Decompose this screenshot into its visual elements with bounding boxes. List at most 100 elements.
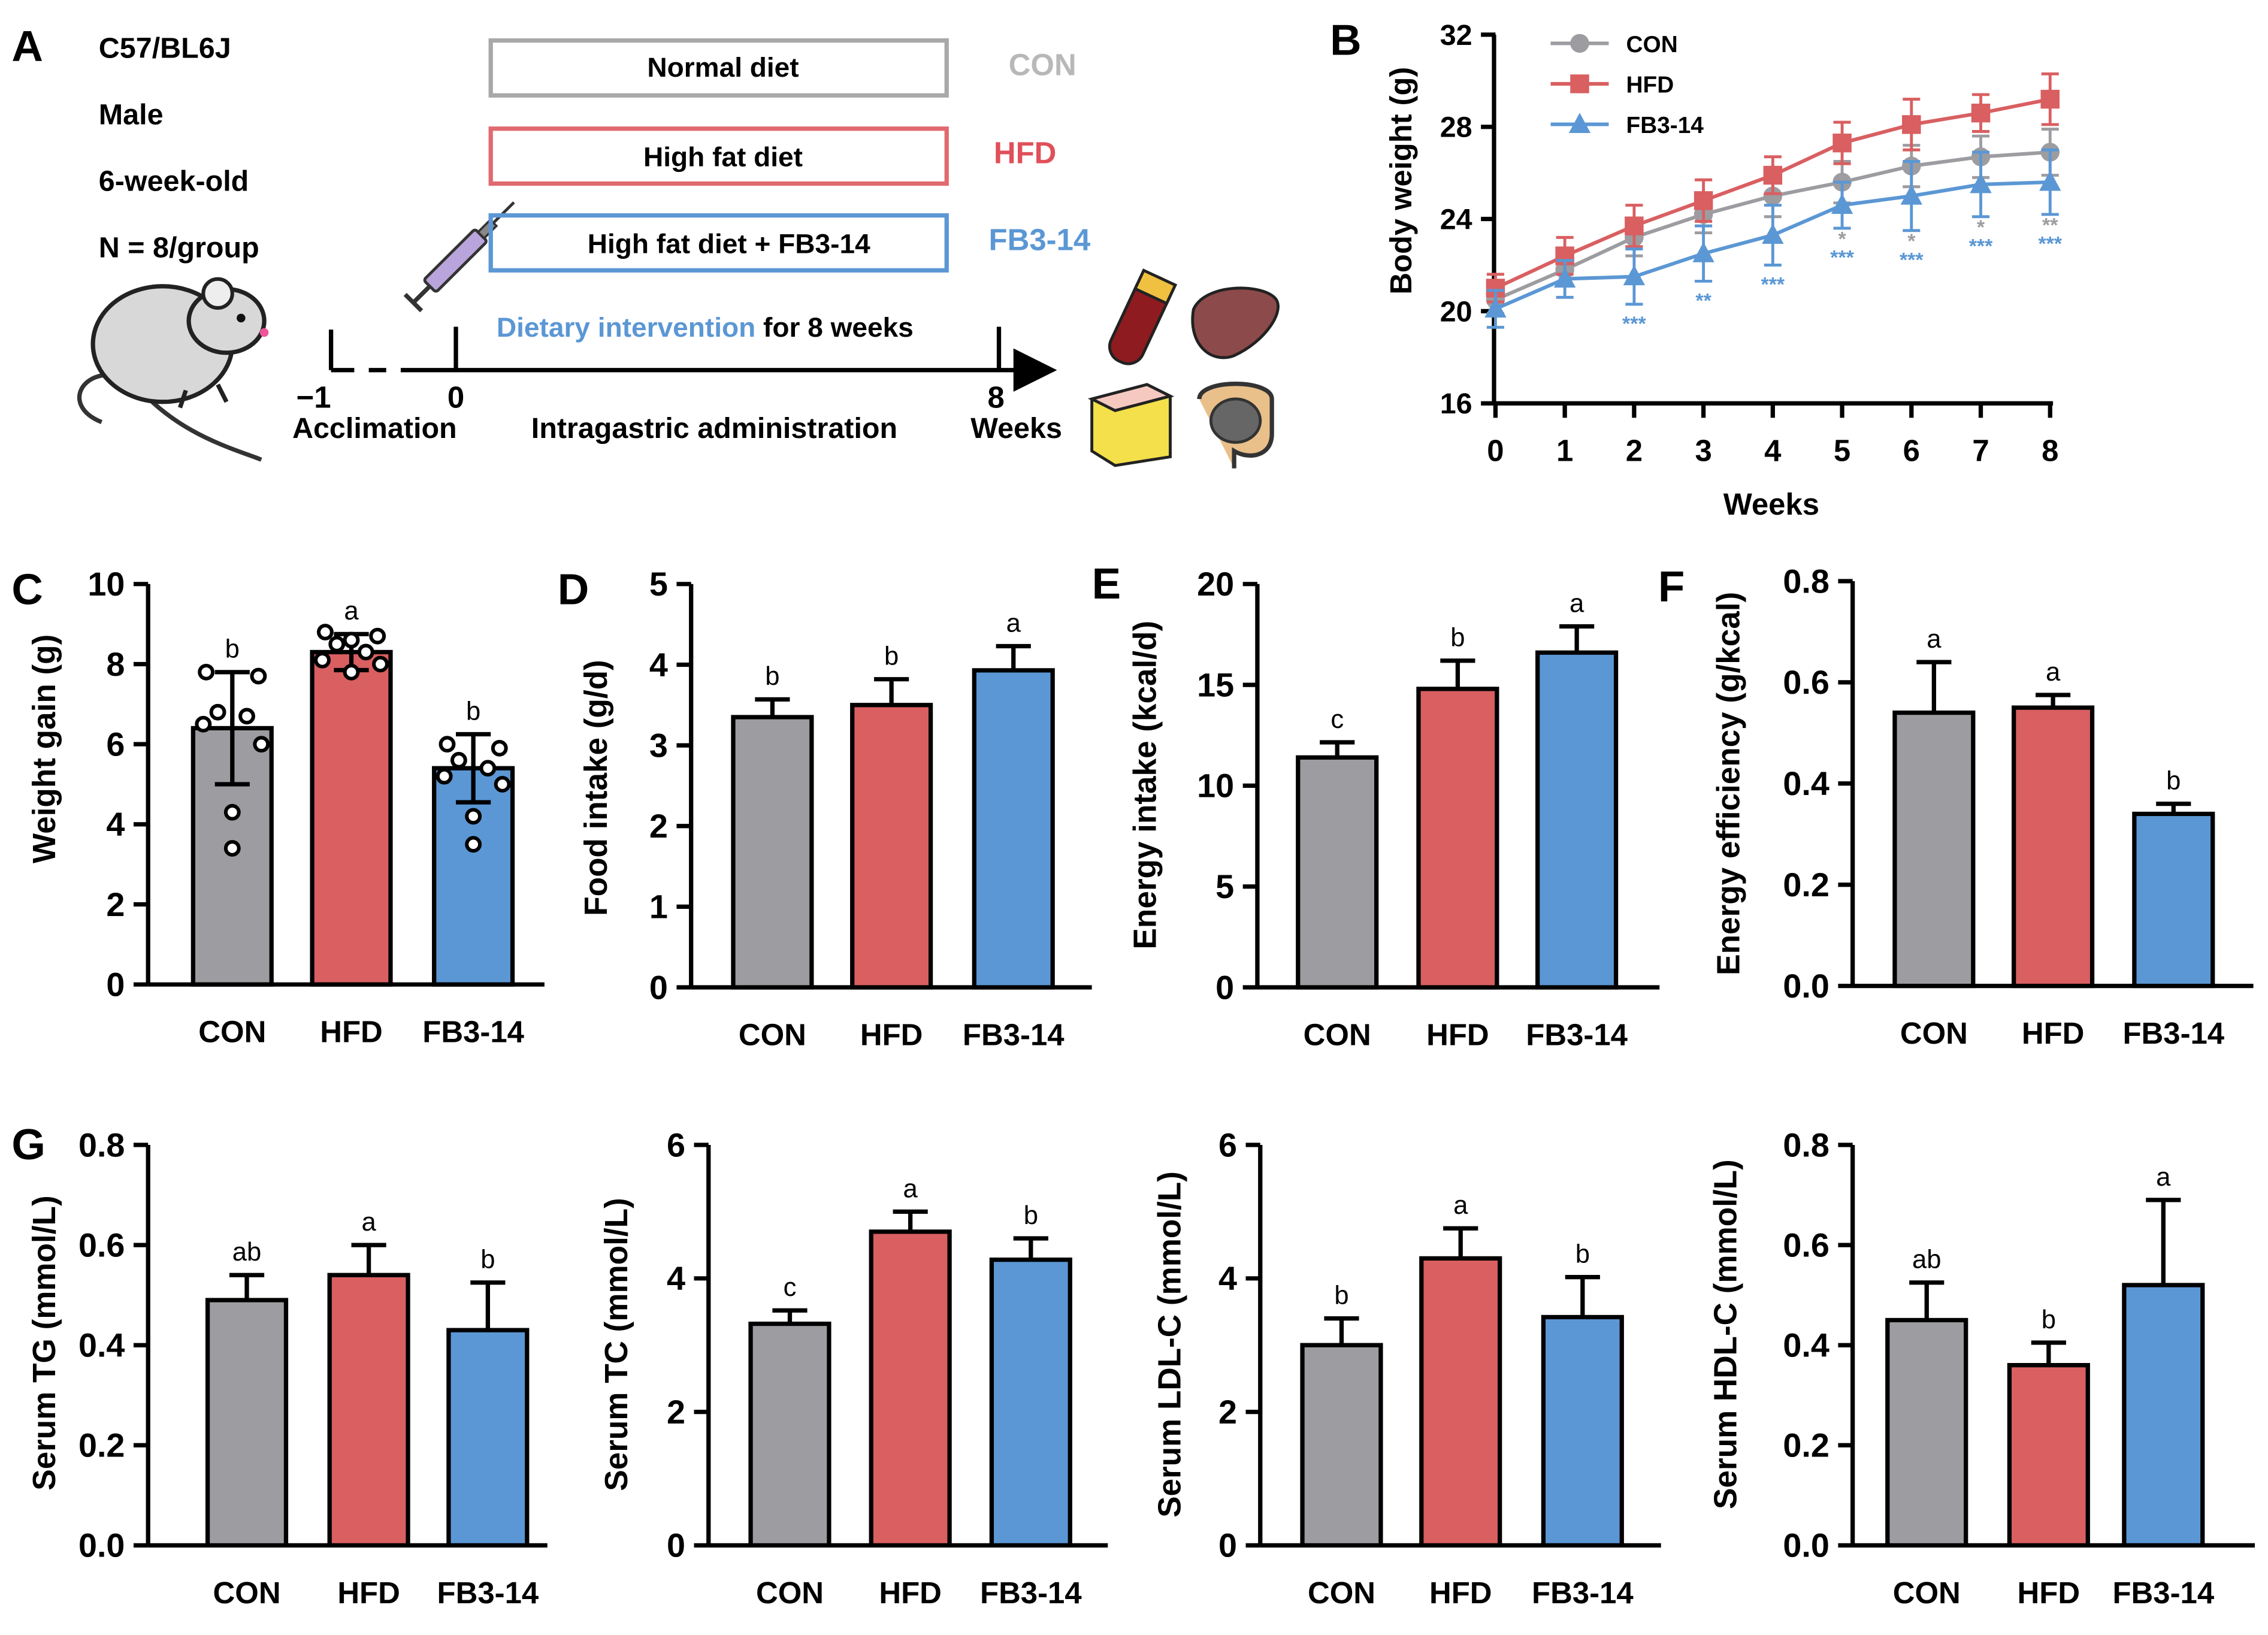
x-tick-label: CON: [756, 1576, 824, 1610]
b-legend-marker: [1568, 113, 1591, 133]
timeline: [328, 327, 1057, 392]
b-point-HFD: [2040, 89, 2060, 109]
panel-b-line-chart: B 16 20 24 28 32 0 1 2 3 4 5 6 7 8 Weeks Body weight (g…: [1330, 16, 2063, 521]
mouse-age: 6-week-old: [99, 165, 249, 198]
y-tick-label: 10: [1197, 767, 1234, 805]
significance-letter: c: [1330, 705, 1344, 734]
fat-tissue-icon: [1087, 383, 1175, 467]
bar-HFD: [2007, 1363, 2090, 1548]
b-point-FB3-14: [1623, 265, 1646, 286]
data-point: [479, 760, 497, 777]
data-point: [369, 627, 386, 645]
x-tick-label: CON: [213, 1576, 280, 1610]
significance-letter: ab: [232, 1238, 262, 1267]
y-tick-label: 0.8: [1783, 563, 1829, 600]
y-tick-label: 6: [1218, 1126, 1237, 1163]
data-point: [253, 736, 270, 753]
y-tick-label: 0: [1215, 969, 1234, 1006]
significance-letter: b: [1024, 1201, 1038, 1230]
data-point: [465, 836, 482, 853]
diet-label-hfd: High fat diet: [643, 141, 803, 173]
blood-tube-icon: [1108, 268, 1178, 365]
panel-a-letter: A: [11, 22, 43, 70]
y-tick-label: 15: [1197, 667, 1234, 704]
b-x-tick-label: 5: [1834, 434, 1850, 468]
y-tick-label: 2: [667, 1394, 685, 1431]
y-tick-label: 10: [87, 566, 125, 603]
b-point-FB3-14: [1831, 194, 1853, 214]
x-tick-label: HFD: [1426, 1018, 1489, 1052]
b-x-tick-label: 7: [1972, 434, 1989, 468]
panel-letter: C: [11, 566, 43, 614]
b-legend-label: HFD: [1626, 72, 1674, 98]
diet-label-fb: High fat diet + FB3-14: [588, 228, 870, 259]
y-tick-label: 5: [649, 566, 668, 603]
b-x-tick-label: 2: [1626, 434, 1643, 468]
x-tick-label: CON: [1893, 1576, 1961, 1610]
x-tick-label: HFD: [320, 1015, 383, 1049]
bar-HFD: [310, 649, 393, 987]
significance-letter: c: [784, 1273, 797, 1302]
significance-letter: a: [361, 1208, 376, 1237]
bar-FB3-14: [446, 1328, 530, 1548]
bar-CON: [1296, 755, 1379, 990]
y-tick-label: 8: [106, 646, 125, 683]
significance-letter: b: [2166, 767, 2181, 796]
b-x-tick-label: 1: [1556, 434, 1573, 468]
diet-label-con: Normal diet: [647, 52, 799, 83]
data-point: [223, 840, 241, 857]
significance-letter: a: [344, 597, 359, 625]
b-point-FB3-14: [1970, 173, 1992, 194]
data-point: [343, 631, 360, 649]
significance-letter: a: [903, 1174, 918, 1203]
data-point: [436, 767, 453, 785]
x-tick-label: FB3-14: [980, 1576, 1082, 1610]
bar-panel-0: C 0 2 4 6 8 10 Weight gain (g) b CON a HFD b FB3-14: [11, 566, 545, 1049]
y-tick-label: 20: [1197, 566, 1234, 603]
y-tick-label: 0.6: [1783, 664, 1829, 701]
b-point-FB3-14: [1484, 297, 1507, 318]
bar-panel-3: F 0.0 0.2 0.4 0.6 0.8 Energy efficiency (g/kca…: [1658, 563, 2254, 1050]
significance-letter: b: [884, 642, 899, 671]
b-sig-blue: ***: [1761, 273, 1785, 296]
data-point: [223, 803, 241, 821]
bar-CON: [1885, 1317, 1968, 1548]
bar-FB3-14: [972, 668, 1055, 990]
bar-CON: [1892, 710, 1976, 989]
significance-letter: a: [1006, 609, 1021, 637]
y-tick-label: 0.4: [1783, 765, 1829, 802]
data-point: [357, 643, 374, 661]
y-tick-label: 0.2: [1783, 866, 1829, 903]
data-point: [250, 667, 267, 685]
diet-box-con: [488, 38, 949, 98]
bar-HFD: [2012, 705, 2095, 989]
y-tick-label: 5: [1215, 868, 1234, 905]
significance-letter: b: [765, 662, 779, 691]
y-tick-label: 0: [106, 966, 125, 1004]
b-y-tick-label: 24: [1440, 204, 1472, 236]
b-point-HFD: [1902, 115, 1921, 134]
weeks-label: Weeks: [970, 412, 1062, 445]
timeline-tick-minus1: −1: [297, 380, 331, 415]
mouse-icon: [77, 277, 269, 462]
data-point: [343, 663, 360, 681]
b-legend-label: FB3-14: [1626, 113, 1704, 138]
y-axis-title: Serum HDL-C (mmol/L): [1708, 1159, 1744, 1509]
acclimation-label: Acclimation: [292, 412, 457, 445]
significance-letter: a: [1570, 589, 1584, 618]
y-axis-title: Weight gain (g): [27, 634, 62, 863]
significance-letter: a: [1453, 1191, 1468, 1220]
bar-CON: [205, 1298, 289, 1548]
data-point: [316, 624, 334, 640]
x-tick-label: HFD: [2022, 1016, 2085, 1050]
x-tick-label: CON: [1900, 1016, 1968, 1050]
significance-letter: b: [225, 635, 240, 664]
x-tick-label: CON: [198, 1015, 266, 1049]
significance-letter: ab: [1912, 1246, 1942, 1274]
panel-letter: E: [1092, 560, 1121, 608]
group-size: N = 8/group: [99, 232, 259, 264]
y-tick-label: 0.8: [1783, 1126, 1829, 1163]
intestine-icon: [1197, 382, 1274, 469]
b-point-FB3-14: [1762, 223, 1784, 244]
